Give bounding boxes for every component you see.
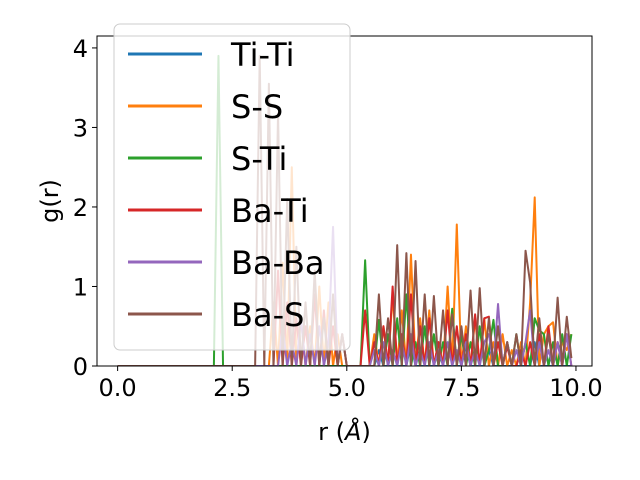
y-tick-label: 4 <box>73 35 88 63</box>
x-tick-label: 10.0 <box>549 374 602 402</box>
legend-label-ba-s: Ba-S <box>231 296 304 334</box>
legend-label-ba-ba: Ba-Ba <box>231 244 325 282</box>
y-tick-label: 3 <box>73 114 88 142</box>
x-tick-label: 2.5 <box>213 374 251 402</box>
x-axis-label: r (Å) <box>318 417 371 446</box>
y-tick-label: 1 <box>73 273 88 301</box>
y-tick-label: 2 <box>73 194 88 222</box>
x-axis-label-suffix: ) <box>361 418 370 446</box>
legend-label-s-ti: S-Ti <box>231 140 287 178</box>
x-tick-label: 0.0 <box>99 374 137 402</box>
x-tick-label: 7.5 <box>442 374 480 402</box>
ticks-layer: 0.0 2.5 5.0 7.5 10.0 0 1 2 3 4 <box>73 35 603 402</box>
legend-label-s-s: S-S <box>231 88 283 126</box>
y-tick-label: 0 <box>73 353 88 381</box>
y-axis-label: g(r) <box>36 179 64 223</box>
x-axis-label-symbol: Å <box>343 417 361 446</box>
legend: Ti-Ti S-S S-Ti Ba-Ti Ba-Ba Ba-S <box>113 23 351 351</box>
legend-label-ba-ti: Ba-Ti <box>231 192 309 230</box>
x-tick-label: 5.0 <box>328 374 366 402</box>
legend-label-ti-ti: Ti-Ti <box>230 36 295 74</box>
x-axis-label-prefix: r ( <box>318 418 345 446</box>
